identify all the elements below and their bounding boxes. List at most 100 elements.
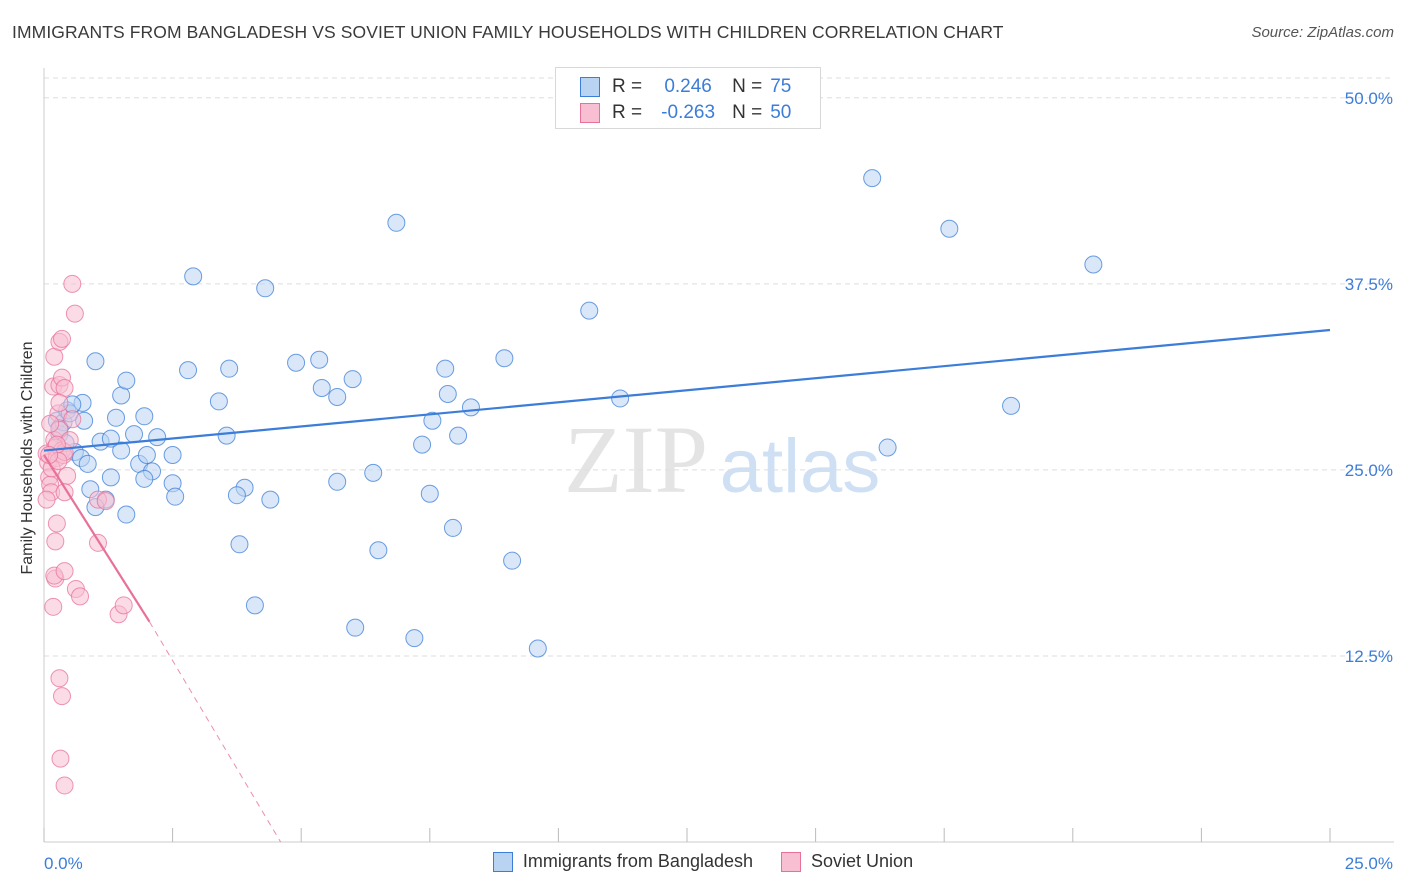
- point-soviet: [50, 393, 69, 412]
- point-bangladesh: [166, 487, 185, 506]
- trend-line-extension-soviet: [149, 621, 282, 843]
- point-bangladesh: [346, 618, 365, 637]
- y-tick-label: 37.5%: [1345, 275, 1393, 294]
- point-bangladesh: [86, 352, 105, 371]
- x-tick-label: 0.0%: [44, 854, 83, 873]
- y-tick-label: 25.0%: [1345, 461, 1393, 480]
- point-bangladesh: [101, 468, 120, 487]
- series-soviet: [37, 274, 133, 795]
- point-bangladesh: [117, 371, 136, 390]
- point-bangladesh: [878, 438, 897, 457]
- legend-n-value: 75: [770, 76, 792, 97]
- point-bangladesh: [184, 267, 203, 286]
- series-label-bangladesh: Immigrants from Bangladesh: [522, 851, 754, 871]
- point-bangladesh: [287, 353, 306, 372]
- point-bangladesh: [135, 469, 154, 488]
- point-bangladesh: [438, 384, 457, 403]
- point-soviet: [50, 669, 69, 688]
- trend-line-bangladesh: [43, 328, 1331, 452]
- point-bangladesh: [261, 490, 280, 509]
- legend-n-value: 50: [770, 102, 792, 123]
- legend-r-label: R =: [612, 76, 643, 97]
- point-soviet: [114, 596, 133, 615]
- point-bangladesh: [423, 411, 442, 430]
- point-bangladesh: [217, 426, 236, 445]
- point-soviet: [51, 749, 70, 768]
- point-bangladesh: [461, 398, 480, 417]
- point-bangladesh: [112, 441, 131, 460]
- legend-n-label: N =: [732, 76, 763, 97]
- series-legend-soviet[interactable]: Soviet Union: [781, 851, 913, 872]
- point-soviet: [53, 687, 72, 706]
- point-soviet: [55, 562, 74, 581]
- point-soviet: [53, 329, 72, 348]
- point-bangladesh: [449, 426, 468, 445]
- point-soviet: [46, 532, 65, 551]
- point-bangladesh: [230, 535, 249, 554]
- legend-n-label: N =: [732, 102, 763, 123]
- point-bangladesh: [528, 639, 547, 658]
- point-bangladesh: [503, 551, 522, 570]
- series-legend-bangladesh[interactable]: Immigrants from Bangladesh: [492, 851, 754, 872]
- legend-r-value: 0.246: [664, 76, 712, 97]
- legend-swatch-soviet: [580, 103, 600, 123]
- trend-line-soviet: [43, 454, 151, 623]
- legend-r-label: R =: [612, 102, 643, 123]
- watermark-zip: ZIP: [564, 406, 708, 513]
- point-bangladesh: [312, 379, 331, 398]
- point-soviet: [37, 490, 56, 509]
- point-bangladesh: [611, 389, 630, 408]
- series-swatch-bangladesh: [492, 851, 513, 872]
- point-bangladesh: [328, 387, 347, 406]
- y-tick-label: 50.0%: [1345, 89, 1393, 108]
- x-tick-label: 25.0%: [1345, 854, 1393, 873]
- source-label: Source: ZipAtlas.com: [1251, 24, 1394, 41]
- point-soviet: [63, 410, 82, 429]
- point-bangladesh: [135, 407, 154, 426]
- point-soviet: [55, 776, 74, 795]
- point-bangladesh: [163, 446, 182, 464]
- watermark-atlas: atlas: [720, 424, 881, 509]
- point-soviet: [65, 304, 84, 323]
- chart-title: IMMIGRANTS FROM BANGLADESH VS SOVIET UNI…: [12, 22, 1004, 42]
- point-bangladesh: [328, 472, 347, 491]
- point-bangladesh: [436, 359, 455, 378]
- point-soviet: [47, 514, 66, 533]
- point-bangladesh: [209, 392, 228, 411]
- point-bangladesh: [580, 301, 599, 320]
- point-bangladesh: [256, 279, 275, 298]
- series-label-soviet: Soviet Union: [811, 851, 914, 871]
- series-swatch-soviet: [781, 851, 802, 872]
- point-bangladesh: [245, 596, 264, 615]
- point-bangladesh: [137, 446, 156, 464]
- point-bangladesh: [227, 486, 246, 505]
- point-bangladesh: [343, 370, 362, 389]
- legend-r-value: -0.263: [661, 102, 716, 123]
- point-bangladesh: [420, 484, 439, 503]
- series-legend: Immigrants from Bangladesh Soviet Union: [0, 851, 1406, 872]
- point-soviet: [63, 274, 82, 293]
- point-bangladesh: [413, 435, 432, 454]
- point-bangladesh: [148, 428, 167, 447]
- correlation-legend: R = 0.246 N = 75 R = -0.263 N = 50: [555, 67, 821, 129]
- legend-row-soviet: R = -0.263 N = 50: [580, 101, 791, 125]
- point-bangladesh: [78, 454, 97, 473]
- point-bangladesh: [405, 629, 424, 648]
- point-bangladesh: [387, 213, 406, 232]
- point-bangladesh: [495, 349, 514, 368]
- point-bangladesh: [310, 350, 329, 369]
- point-bangladesh: [220, 359, 239, 378]
- point-bangladesh: [364, 463, 383, 482]
- point-bangladesh: [179, 361, 198, 380]
- point-soviet: [44, 597, 63, 616]
- point-bangladesh: [940, 219, 959, 238]
- point-bangladesh: [369, 541, 388, 560]
- point-bangladesh: [863, 169, 882, 188]
- point-bangladesh: [443, 518, 462, 537]
- legend-swatch-bangladesh: [580, 77, 600, 97]
- point-soviet: [96, 492, 115, 511]
- point-soviet: [55, 483, 74, 502]
- point-bangladesh: [1084, 255, 1103, 274]
- point-bangladesh: [125, 425, 144, 444]
